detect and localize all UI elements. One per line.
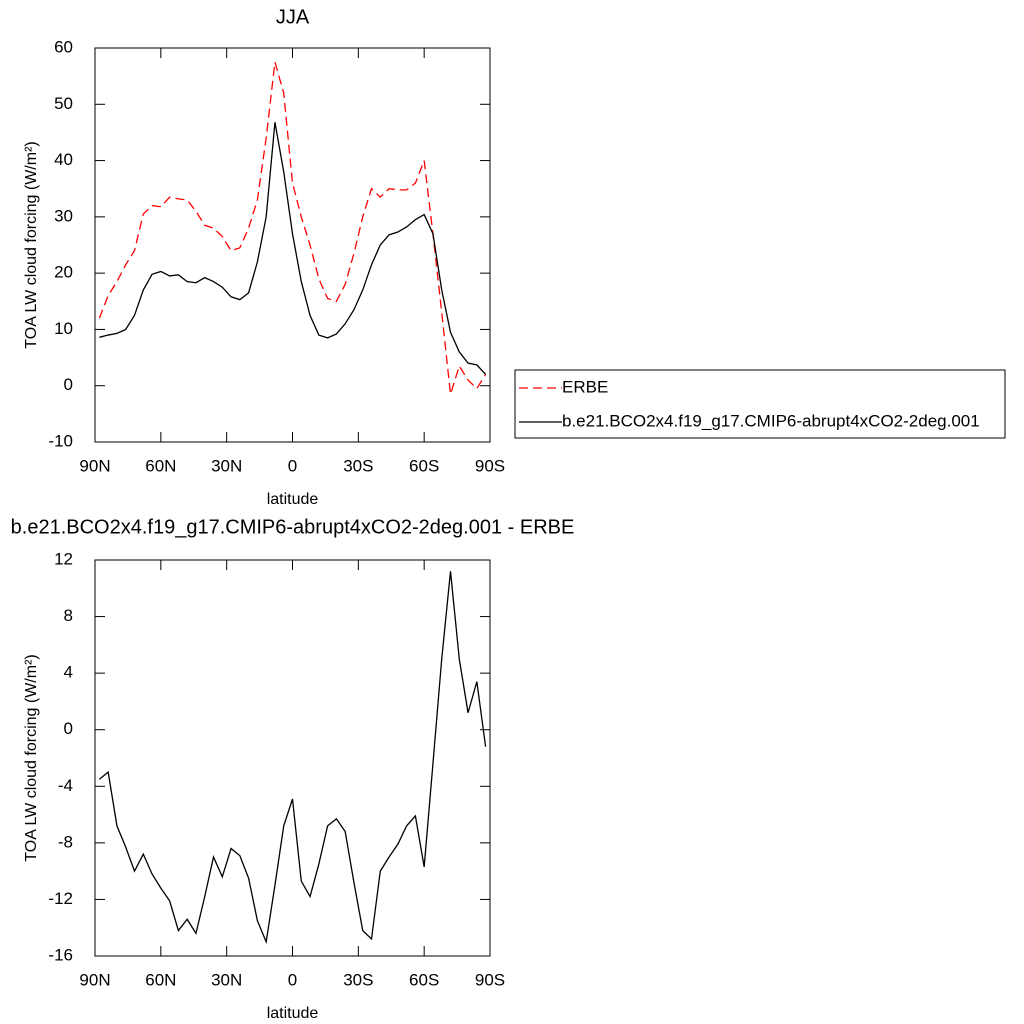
y-tick-label: -12 <box>48 889 73 908</box>
legend-label: b.e21.BCO2x4.f19_g17.CMIP6-abrupt4xCO2-2… <box>562 411 980 430</box>
y-tick-label: 20 <box>54 263 73 282</box>
y-tick-label: 40 <box>54 150 73 169</box>
y-tick-label: 10 <box>54 319 73 338</box>
x-tick-label: 60S <box>409 970 439 989</box>
y-tick-label: 60 <box>54 37 73 56</box>
y-tick-label: 50 <box>54 94 73 113</box>
x-tick-label: 60N <box>145 970 176 989</box>
chart-title: JJA <box>276 6 310 28</box>
data-line <box>98 571 487 945</box>
y-tick-label: -16 <box>48 945 73 964</box>
legend-box <box>514 369 1006 439</box>
x-tick-label: 60S <box>409 456 439 475</box>
x-tick-label: 30N <box>211 970 242 989</box>
x-tick-label: 0 <box>288 970 297 989</box>
x-tick-label: 90N <box>79 970 110 989</box>
x-tick-label: 60N <box>145 456 176 475</box>
y-axis-label: TOA LW cloud forcing (W/m²) <box>23 654 40 861</box>
plot-frame <box>94 559 491 957</box>
x-axis-label: latitude <box>267 1005 319 1022</box>
data-line <box>99 122 487 375</box>
y-axis-label: TOA LW cloud forcing (W/m²) <box>23 141 40 348</box>
y-tick-label: -4 <box>58 776 73 795</box>
x-tick-label: 0 <box>288 456 297 475</box>
y-tick-label: -8 <box>58 832 73 851</box>
y-tick-label: 30 <box>54 206 73 225</box>
x-tick-label: 90N <box>79 456 110 475</box>
y-tick-label: -10 <box>48 431 73 450</box>
x-axis-label: latitude <box>267 491 319 508</box>
y-tick-label: 0 <box>64 375 73 394</box>
y-tick-label: 0 <box>64 719 73 738</box>
y-tick-label: 12 <box>54 549 73 568</box>
y-tick-label: 8 <box>64 606 73 625</box>
data-line <box>98 61 487 395</box>
x-tick-label: 30N <box>211 456 242 475</box>
x-tick-label: 30S <box>343 456 373 475</box>
legend-label: ERBE <box>562 377 608 396</box>
plot-frame <box>94 47 491 443</box>
x-tick-label: 90S <box>475 456 505 475</box>
x-tick-label: 30S <box>343 970 373 989</box>
chart-title: b.e21.BCO2x4.f19_g17.CMIP6-abrupt4xCO2-2… <box>11 516 575 538</box>
y-tick-label: 4 <box>64 663 73 682</box>
x-tick-label: 90S <box>475 970 505 989</box>
